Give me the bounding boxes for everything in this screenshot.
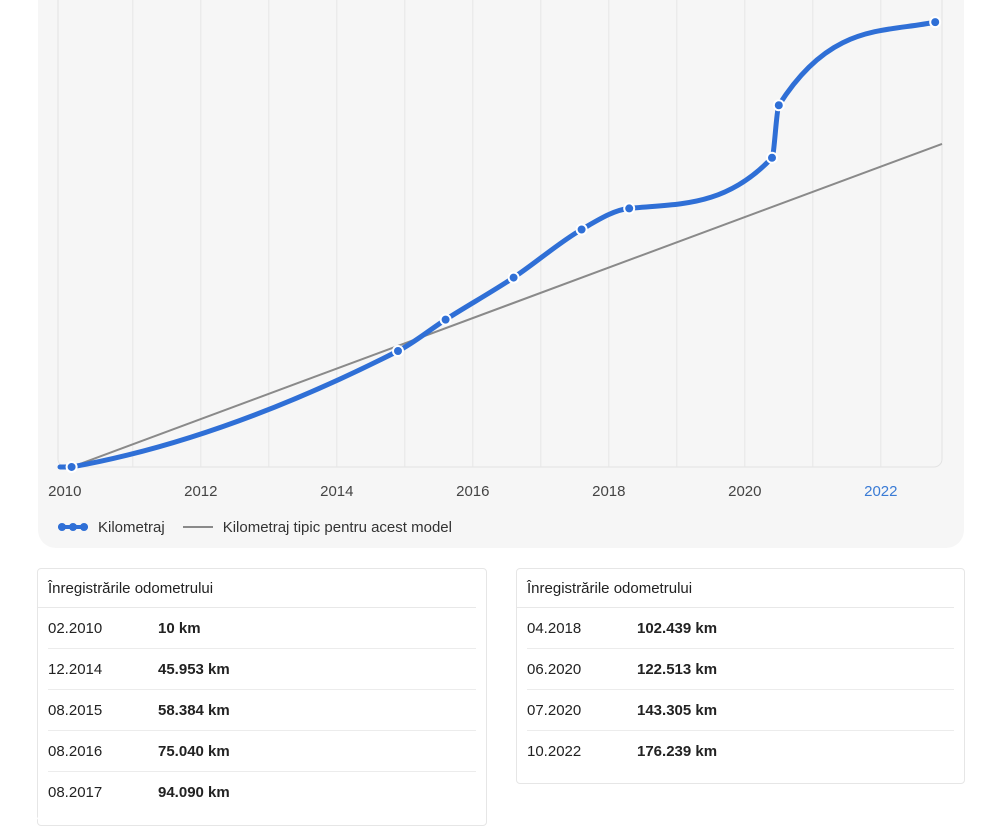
kilometraj-point (772, 99, 785, 112)
row-km: 10 km (158, 619, 201, 637)
row-km: 58.384 km (158, 701, 230, 719)
x-tick-label: 2020 (728, 483, 761, 500)
row-date: 08.2017 (48, 783, 103, 801)
kilometraj-point (65, 460, 78, 473)
x-tick-label: 2010 (48, 483, 81, 500)
odometer-table-right: Înregistrările odometrului 04.2018 102.43… (516, 568, 965, 784)
legend-swatch-dotted-blue (58, 522, 88, 532)
row-date: 08.2015 (48, 701, 103, 719)
row-km: 143.305 km (637, 701, 718, 719)
row-date: 06.2020 (527, 660, 582, 678)
legend-item-typical[interactable]: Kilometraj tipic pentru acest model (182, 518, 452, 536)
row-km: 94.090 km (158, 783, 230, 801)
kilometraj-point (439, 313, 452, 326)
row-km: 122.513 km (637, 660, 718, 678)
kilometraj-point (575, 223, 588, 236)
table-row: 08.2015 58.384 km (48, 690, 476, 731)
table-title: Înregistrările odometrului (38, 569, 476, 608)
legend-label: Kilometraj tipic pentru acest model (222, 518, 452, 536)
table-title: Înregistrările odometrului (517, 569, 954, 608)
table-row: 04.2018 102.439 km (527, 608, 954, 649)
table-row: 08.2017 94.090 km (48, 772, 476, 812)
odometer-table-left: Înregistrările odometrului 02.2010 10 km … (37, 568, 487, 826)
row-date: 07.2020 (527, 701, 582, 719)
table-row: 06.2020 122.513 km (527, 649, 954, 690)
legend-swatch-gray-line (182, 522, 213, 532)
row-date: 10.2022 (527, 742, 582, 760)
kilometraj-point (507, 271, 520, 284)
plot-area (57, 0, 943, 468)
kilometraj-point (929, 16, 942, 29)
x-tick-label: 2016 (456, 483, 489, 500)
kilometraj-point (623, 202, 636, 215)
x-tick-label: 2012 (184, 483, 217, 500)
mileage-chart-card: 2010 2012 2014 2016 2018 2020 2022 Kilometraj … (38, 0, 964, 548)
typical-mileage-line (71, 142, 943, 468)
kilometraj-point (392, 344, 404, 357)
table-row: 10.2022 176.239 km (527, 731, 954, 771)
table-row: 02.2010 10 km (48, 608, 476, 649)
row-date: 02.2010 (48, 619, 103, 637)
table-row: 12.2014 45.953 km (48, 649, 476, 690)
row-km: 75.040 km (158, 742, 230, 760)
row-km: 176.239 km (637, 742, 718, 760)
kilometraj-point (766, 151, 778, 164)
x-tick-label: 2018 (592, 483, 625, 500)
row-km: 45.953 km (158, 660, 230, 678)
row-date: 08.2016 (48, 742, 103, 760)
chart-legend: Kilometraj Kilometraj tipic pentru acest… (58, 516, 470, 538)
table-row: 07.2020 143.305 km (527, 690, 954, 731)
legend-label: Kilometraj (98, 518, 165, 536)
row-date: 04.2018 (527, 619, 582, 637)
x-tick-label: 2022 (864, 483, 897, 500)
x-tick-label: 2014 (320, 483, 353, 500)
row-km: 102.439 km (637, 619, 718, 637)
mileage-chart: 2010 2012 2014 2016 2018 2020 2022 (48, 0, 943, 500)
table-row: 08.2016 75.040 km (48, 731, 476, 772)
legend-item-kilometraj[interactable]: Kilometraj (58, 519, 165, 536)
site-watermark-logo: AutoVit.ro (10, 796, 134, 826)
row-date: 12.2014 (48, 660, 103, 678)
